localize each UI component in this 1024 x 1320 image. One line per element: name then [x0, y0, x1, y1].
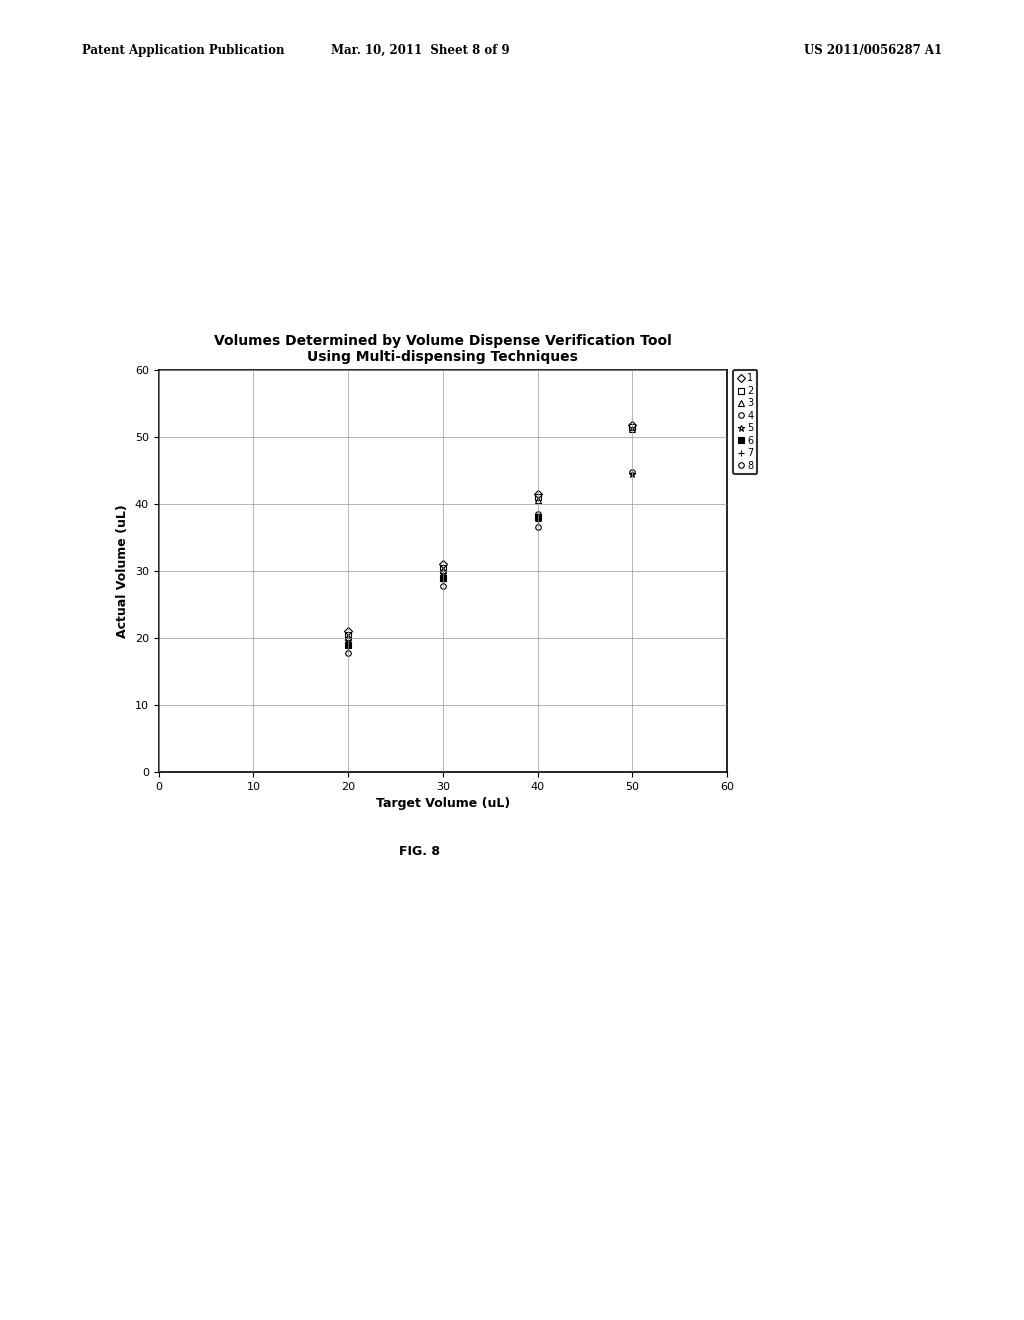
1 [627, 417, 639, 433]
Y-axis label: Actual Volume (uL): Actual Volume (uL) [117, 504, 129, 638]
Line: 7: 7 [345, 517, 541, 652]
Text: FIG. 8: FIG. 8 [399, 845, 440, 858]
Line: 6: 6 [345, 515, 541, 648]
1 [342, 623, 354, 639]
6 [342, 636, 354, 652]
5 [342, 635, 354, 651]
Legend: 1, 2, 3, 4, 5, 6, 7, 8: 1, 2, 3, 4, 5, 6, 7, 8 [733, 370, 758, 474]
8 [342, 645, 354, 661]
1 [531, 486, 544, 502]
7 [436, 573, 449, 589]
Text: Mar. 10, 2011  Sheet 8 of 9: Mar. 10, 2011 Sheet 8 of 9 [331, 44, 509, 57]
2 [342, 627, 354, 643]
Text: Patent Application Publication: Patent Application Publication [82, 44, 285, 57]
6 [436, 570, 449, 586]
Line: 3: 3 [345, 426, 635, 639]
Line: 8: 8 [345, 524, 541, 656]
4 [436, 565, 449, 581]
3 [627, 421, 639, 437]
X-axis label: Target Volume (uL): Target Volume (uL) [376, 797, 510, 810]
Line: 5: 5 [345, 470, 636, 647]
8 [436, 578, 449, 594]
2 [436, 560, 449, 576]
5 [627, 466, 639, 482]
5 [531, 508, 544, 524]
4 [531, 506, 544, 521]
Line: 4: 4 [345, 469, 635, 642]
2 [627, 418, 639, 434]
2 [531, 490, 544, 506]
6 [531, 510, 544, 525]
1 [436, 556, 449, 572]
3 [436, 561, 449, 577]
Line: 1: 1 [345, 422, 635, 634]
Text: US 2011/0056287 A1: US 2011/0056287 A1 [804, 44, 942, 57]
Line: 2: 2 [345, 424, 635, 638]
4 [627, 463, 639, 479]
5 [436, 568, 449, 583]
Title: Volumes Determined by Volume Dispense Verification Tool
Using Multi-dispensing T: Volumes Determined by Volume Dispense Ve… [214, 334, 672, 364]
7 [531, 512, 544, 528]
7 [342, 640, 354, 656]
8 [531, 519, 544, 535]
4 [342, 631, 354, 647]
3 [342, 628, 354, 644]
3 [531, 492, 544, 508]
